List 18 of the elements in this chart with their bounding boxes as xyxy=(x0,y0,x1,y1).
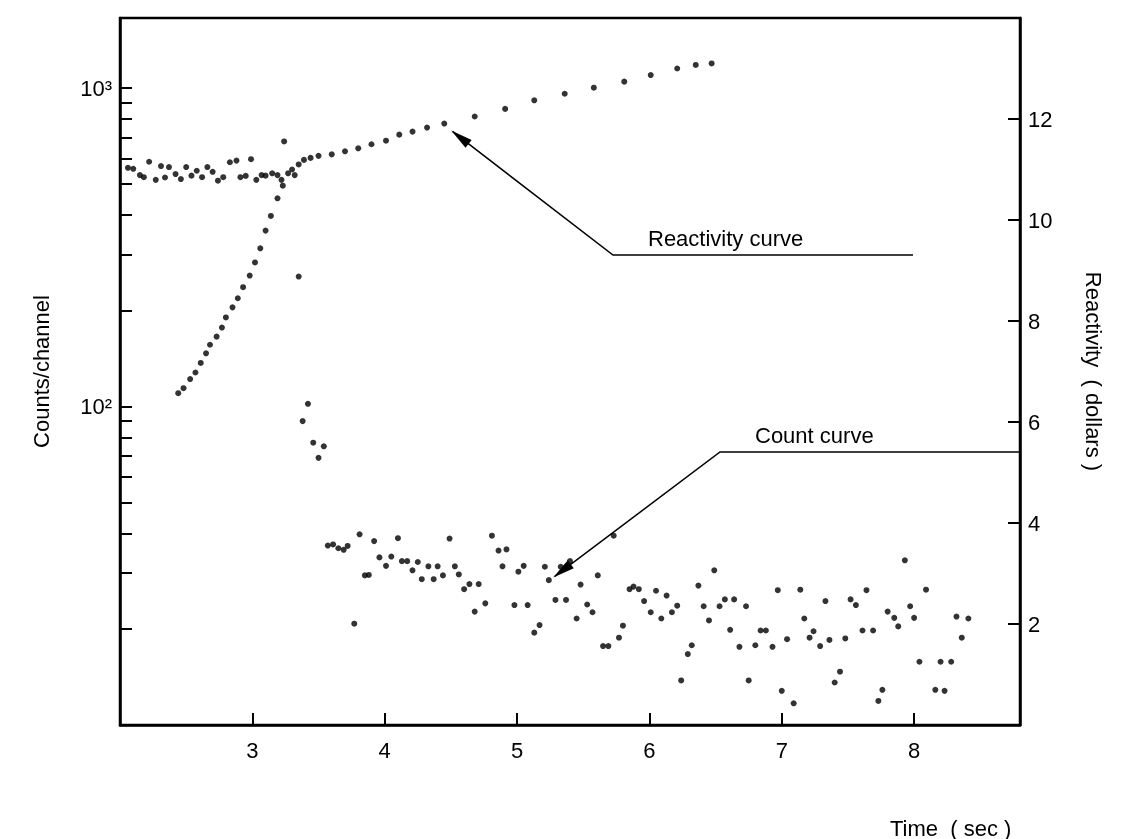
y-axis-title: Counts/channel xyxy=(28,295,54,448)
x-tick-label: 7 xyxy=(775,737,788,763)
annotation: Reactivity curve xyxy=(648,225,804,251)
x-tick-label: 3 xyxy=(246,737,259,763)
x-tick-label: 5 xyxy=(510,737,524,763)
y2-tick-label: 4 xyxy=(1028,510,1041,536)
y-tick-label: 10³ xyxy=(80,75,112,101)
x-tick-label: 8 xyxy=(907,737,921,763)
y2-tick-label: 12 xyxy=(1028,106,1053,132)
y-tick-label: 10² xyxy=(80,394,112,420)
x-tick-label: 6 xyxy=(643,737,656,763)
y2-tick-label: 6 xyxy=(1028,409,1041,435)
y2-tick-label: 2 xyxy=(1028,611,1041,637)
y2-axis-title: Reactivity ( dollars ) xyxy=(1080,271,1106,472)
y2-tick-label: 8 xyxy=(1028,308,1041,334)
annotation: Count curve xyxy=(755,422,874,448)
x-tick-label: 4 xyxy=(378,737,391,763)
y2-tick-label: 10 xyxy=(1028,207,1053,233)
